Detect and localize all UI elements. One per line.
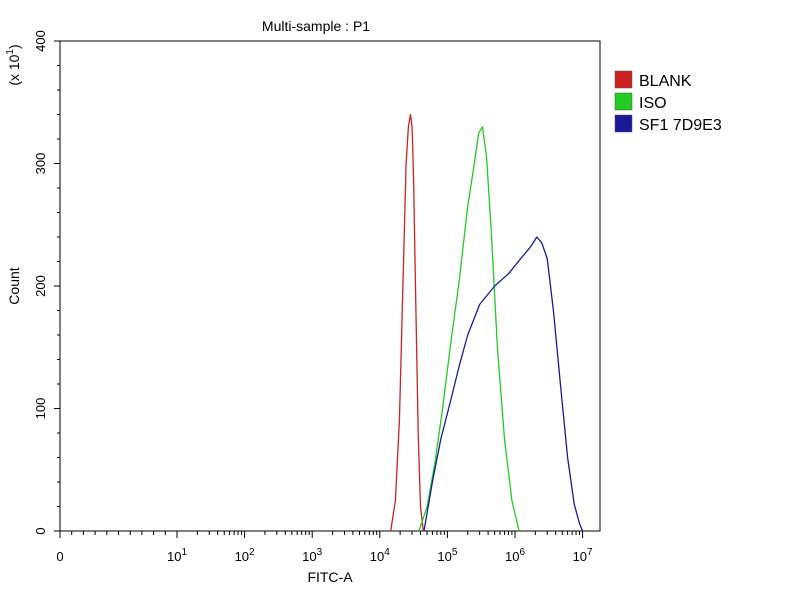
x-tick-label-exp: 7 (587, 547, 593, 558)
y-tick-label: 200 (33, 275, 48, 297)
x-tick-label: 106 (505, 547, 525, 564)
y-tick-label: 300 (33, 153, 48, 175)
y-tick-label: 400 (33, 30, 48, 52)
x-tick-label-base: 10 (370, 549, 384, 564)
x-tick-label-exp: 5 (452, 547, 458, 558)
x-tick-label-base: 10 (573, 549, 587, 564)
x-tick-label: 105 (437, 547, 457, 564)
y-axis-multiplier-close: ) (6, 44, 22, 49)
x-tick-label-exp: 4 (384, 547, 390, 558)
chart-legend: BLANK ISO SF1 7D9E3 (614, 70, 722, 134)
x-axis: 0 101 102 103 104 105 106 107 (56, 531, 593, 564)
x-tick-label-exp: 3 (317, 547, 323, 558)
legend-label: BLANK (639, 73, 692, 90)
series-group (390, 113, 584, 532)
y-tick-label: 0 (33, 527, 48, 534)
y-axis: 0 100 200 300 400 (33, 30, 60, 535)
x-tick-label-base: 10 (505, 549, 519, 564)
series-line-1 (418, 126, 520, 532)
y-axis-label: Count (6, 267, 22, 304)
legend-swatch (614, 92, 633, 111)
legend-label: ISO (639, 95, 667, 112)
legend-label: SF1 7D9E3 (639, 117, 722, 134)
x-tick-label-exp: 6 (519, 547, 525, 558)
series-line-0 (390, 113, 424, 532)
x-tick-label-base: 10 (235, 549, 249, 564)
x-tick-label-base: 10 (302, 549, 316, 564)
x-tick-label: 104 (370, 547, 390, 564)
plot-frame (59, 40, 601, 532)
x-tick-label: 0 (56, 549, 63, 564)
x-tick-label: 101 (167, 547, 187, 564)
series-line-2 (423, 236, 584, 532)
x-tick-label-base: 0 (56, 549, 63, 564)
x-tick-label: 107 (573, 547, 593, 564)
x-tick-label: 102 (235, 547, 255, 564)
legend-swatch (614, 70, 633, 89)
y-axis-multiplier: (x 101) (5, 44, 22, 85)
x-tick-label-exp: 1 (181, 547, 187, 558)
x-tick-label-base: 10 (437, 549, 451, 564)
x-axis-label: FITC-A (307, 569, 353, 585)
x-tick-label: 103 (302, 547, 322, 564)
y-axis-multiplier-exp: 1 (5, 49, 16, 55)
chart-title: Multi-sample : P1 (262, 18, 370, 34)
legend-swatch (614, 114, 633, 133)
x-tick-label-base: 10 (167, 549, 181, 564)
x-tick-label-exp: 2 (249, 547, 255, 558)
y-axis-multiplier-base: (x 10 (6, 54, 22, 85)
y-tick-label: 100 (33, 398, 48, 420)
